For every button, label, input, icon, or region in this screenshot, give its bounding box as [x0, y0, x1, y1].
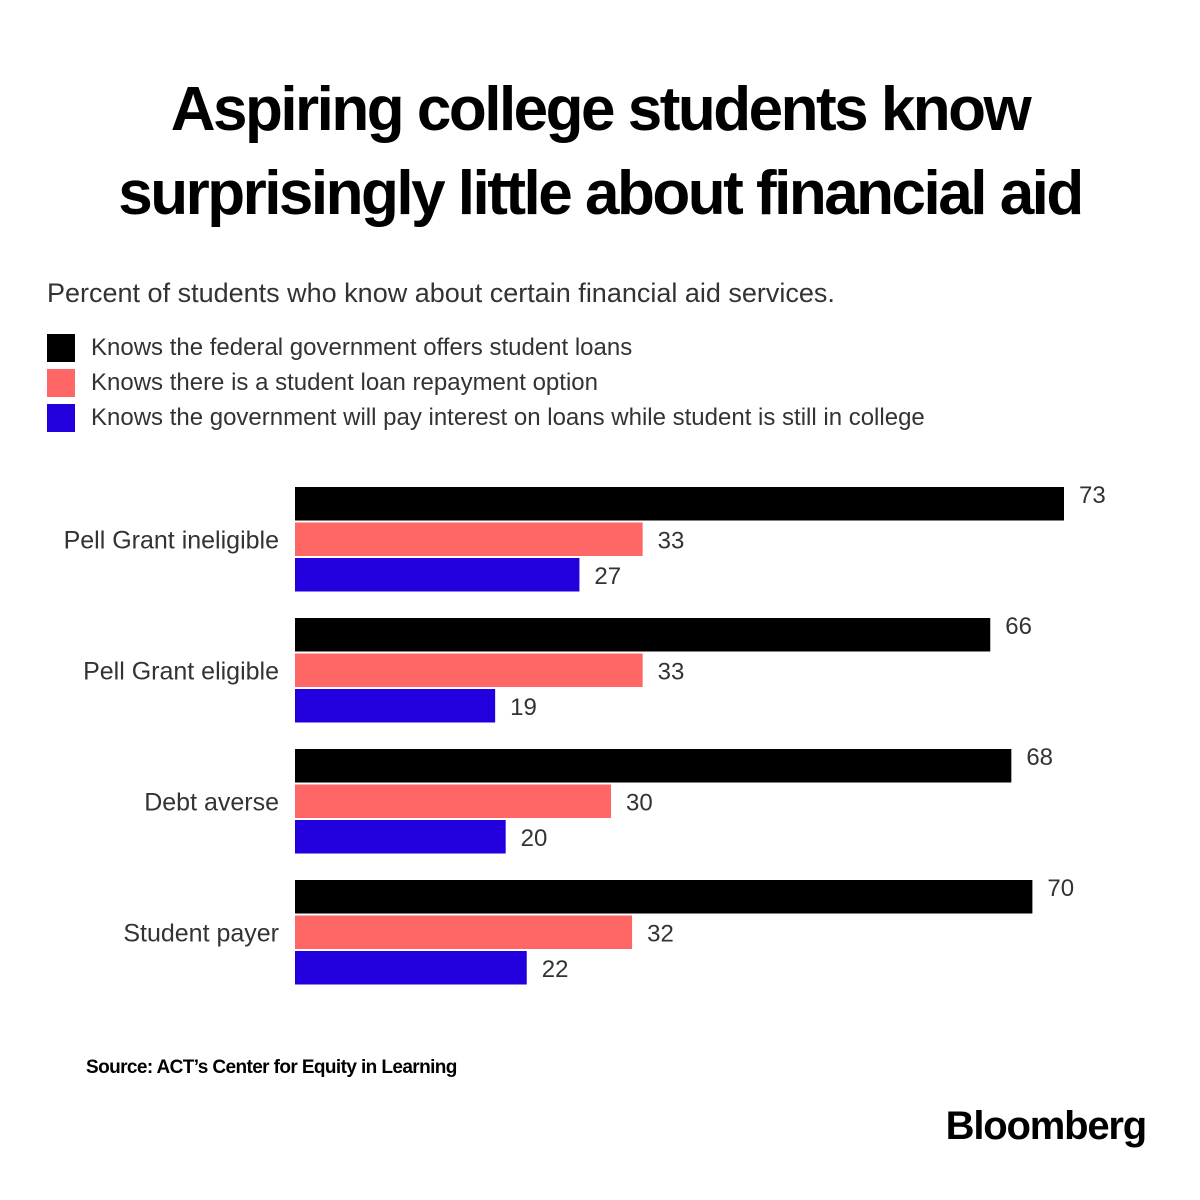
- category-label-student-payer: Student payer: [123, 919, 279, 947]
- legend-label-federal-loans: Knows the federal government offers stud…: [91, 333, 633, 361]
- chart-title: Aspiring college students know surprisin…: [0, 68, 1200, 236]
- bar-debt-averse-series-2: [295, 784, 612, 818]
- chart-title-line-2: surprisingly little about financial aid: [118, 159, 1084, 228]
- bar-student-payer-series-2: [295, 915, 633, 949]
- data-label-pell-grant-eligible-series-1: 66: [1005, 613, 1032, 640]
- bar-student-payer-series-1: [295, 880, 1033, 914]
- legend-label-interest-paid: Knows the government will pay interest o…: [91, 403, 925, 431]
- legend-swatch-repayment-option: [47, 368, 75, 397]
- bar-student-payer-series-3: [295, 951, 527, 985]
- bar-chart: Pell Grant ineligible 73 33 27 Pell Grant el…: [64, 482, 1106, 985]
- legend-item-interest-paid: Knows the government will pay interest o…: [47, 400, 925, 435]
- data-label-pell-grant-eligible-series-2: 33: [658, 658, 685, 685]
- bar-debt-averse-series-3: [295, 820, 506, 854]
- bar-pell-grant-ineligible-series-2: [295, 522, 643, 556]
- bar-pell-grant-eligible-series-1: [295, 618, 991, 652]
- legend-item-repayment-option: Knows there is a student loan repayment …: [47, 365, 925, 400]
- source-note: Source: ACT’s Center for Equity in Learn…: [86, 1057, 457, 1078]
- bar-pell-grant-ineligible-series-3: [295, 558, 580, 592]
- chart-subtitle: Percent of students who know about certa…: [47, 278, 835, 308]
- bar-pell-grant-eligible-series-3: [295, 689, 496, 723]
- bar-pell-grant-ineligible-series-1: [295, 487, 1064, 521]
- legend-item-federal-loans: Knows the federal government offers stud…: [47, 330, 925, 365]
- data-label-pell-grant-ineligible-series-1: 73: [1079, 482, 1106, 509]
- data-label-student-payer-series-2: 32: [647, 920, 674, 947]
- data-label-student-payer-series-1: 70: [1047, 875, 1074, 902]
- chart-legend: Knows the federal government offers stud…: [47, 330, 925, 435]
- category-label-debt-averse: Debt averse: [144, 788, 279, 816]
- bar-pell-grant-eligible-series-2: [295, 653, 643, 687]
- data-label-pell-grant-ineligible-series-3: 27: [594, 563, 621, 590]
- data-label-debt-averse-series-1: 68: [1026, 744, 1053, 771]
- category-label-pell-grant-eligible: Pell Grant eligible: [83, 657, 279, 685]
- chart-title-line-1: Aspiring college students know: [170, 75, 1032, 144]
- data-label-student-payer-series-3: 22: [542, 956, 569, 983]
- bar-debt-averse-series-1: [295, 749, 1012, 783]
- data-label-pell-grant-ineligible-series-2: 33: [658, 527, 685, 554]
- data-label-pell-grant-eligible-series-3: 19: [510, 694, 537, 721]
- data-label-debt-averse-series-2: 30: [626, 789, 653, 816]
- data-label-debt-averse-series-3: 20: [521, 825, 548, 852]
- legend-label-repayment-option: Knows there is a student loan repayment …: [91, 368, 598, 396]
- category-label-pell-grant-ineligible: Pell Grant ineligible: [64, 526, 279, 554]
- brand-logo: Bloomberg: [945, 1104, 1148, 1148]
- legend-swatch-interest-paid: [47, 403, 75, 432]
- legend-swatch-federal-loans: [47, 333, 75, 362]
